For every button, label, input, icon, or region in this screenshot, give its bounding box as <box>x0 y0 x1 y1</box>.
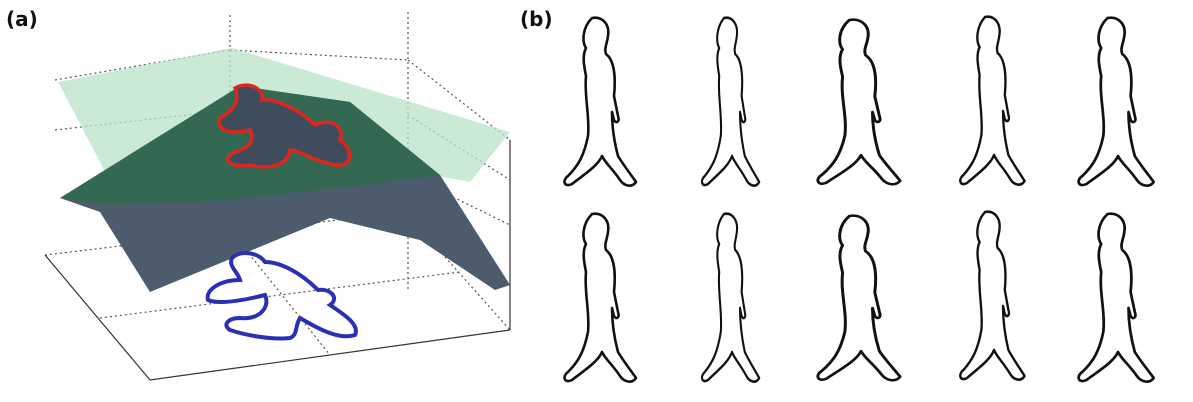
silhouette <box>818 20 900 185</box>
page: (a) (b) (() => { const data = JSON. <box>0 0 1193 402</box>
silhouette <box>702 214 759 382</box>
silhouette <box>702 18 759 186</box>
contour-bottom <box>208 253 356 338</box>
axis <box>45 255 510 380</box>
figure: (a) (b) <box>0 0 1193 402</box>
level-set-plot <box>45 12 510 380</box>
silhouettes <box>565 17 1154 382</box>
silhouette <box>565 214 636 382</box>
silhouette <box>565 18 636 186</box>
panel-label: (a) <box>6 7 38 31</box>
silhouette <box>960 212 1024 380</box>
panel-label: (b) <box>520 7 553 31</box>
silhouette <box>1079 214 1154 382</box>
silhouette <box>1079 18 1154 186</box>
silhouette <box>818 216 900 381</box>
silhouette <box>960 17 1024 185</box>
